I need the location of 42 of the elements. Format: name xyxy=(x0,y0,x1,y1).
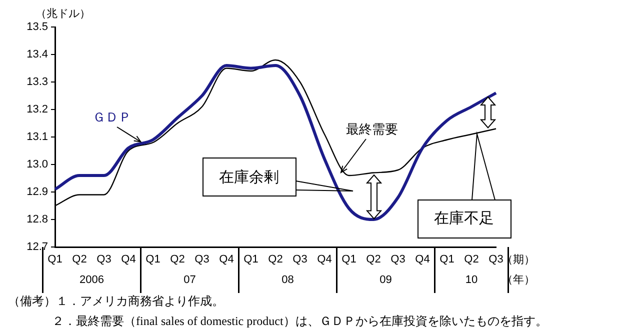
x-tick-label: Q4 xyxy=(415,254,430,266)
text: ２．最終需要（final sales of domestic product）は、ＧＤＰから在庫投資を除いたものを指す。 xyxy=(52,314,548,328)
text: （年） xyxy=(502,274,535,286)
text: 2006 xyxy=(80,274,104,286)
x-tick-label: Q1 xyxy=(146,254,160,266)
x-tick-label: Q4 xyxy=(121,254,136,266)
y-axis-title: （兆ドル） xyxy=(36,7,90,20)
x-tick-label: Q1 xyxy=(48,254,62,266)
x-tick-label: Q4 xyxy=(219,254,234,266)
annotation: 在庫不足 xyxy=(434,210,494,228)
x-tick-label: Q3 xyxy=(292,254,308,266)
x-tick-label: Q2 xyxy=(268,254,283,266)
y-tick-label: 13.4 xyxy=(26,48,48,61)
x-tick-label: Q2 xyxy=(366,254,381,266)
y-tick-label: 13.1 xyxy=(26,131,48,144)
y-tick-label: 12.9 xyxy=(26,186,48,198)
x-tick-label: Q1 xyxy=(342,254,356,266)
annotation: 在庫余剰 xyxy=(219,169,279,186)
x-tick-label: Q2 xyxy=(72,254,87,266)
y-tick-label: 12.8 xyxy=(26,214,48,226)
x-tick-label: Q3 xyxy=(390,254,406,266)
x-tick-label: Q2 xyxy=(464,254,479,266)
y-tick-label: 13.5 xyxy=(26,21,48,34)
x-axis-title: （期） xyxy=(502,254,535,266)
text: 10 xyxy=(465,274,478,286)
series-label: 最終需要 xyxy=(346,122,398,137)
x-tick-label: Q3 xyxy=(488,254,504,266)
x-tick-label: Q2 xyxy=(170,254,185,266)
y-tick-label: 13.2 xyxy=(26,104,48,116)
y-tick-label: 13.0 xyxy=(26,158,48,171)
x-tick-label: Q4 xyxy=(317,254,332,266)
x-tick-label: Q1 xyxy=(440,254,454,266)
y-tick-label: 13.3 xyxy=(26,76,48,88)
y-tick-label: 12.7 xyxy=(26,241,48,254)
x-tick-label: Q3 xyxy=(96,254,112,266)
text: 08 xyxy=(282,274,294,286)
x-tick-label: Q3 xyxy=(194,254,210,266)
text: 09 xyxy=(380,274,392,286)
text: （備考）１．アメリカ商務省より作成。 xyxy=(8,294,224,308)
text: 07 xyxy=(184,274,196,286)
x-tick-label: Q1 xyxy=(244,254,258,266)
series-label: ＧＤＰ xyxy=(92,110,132,125)
